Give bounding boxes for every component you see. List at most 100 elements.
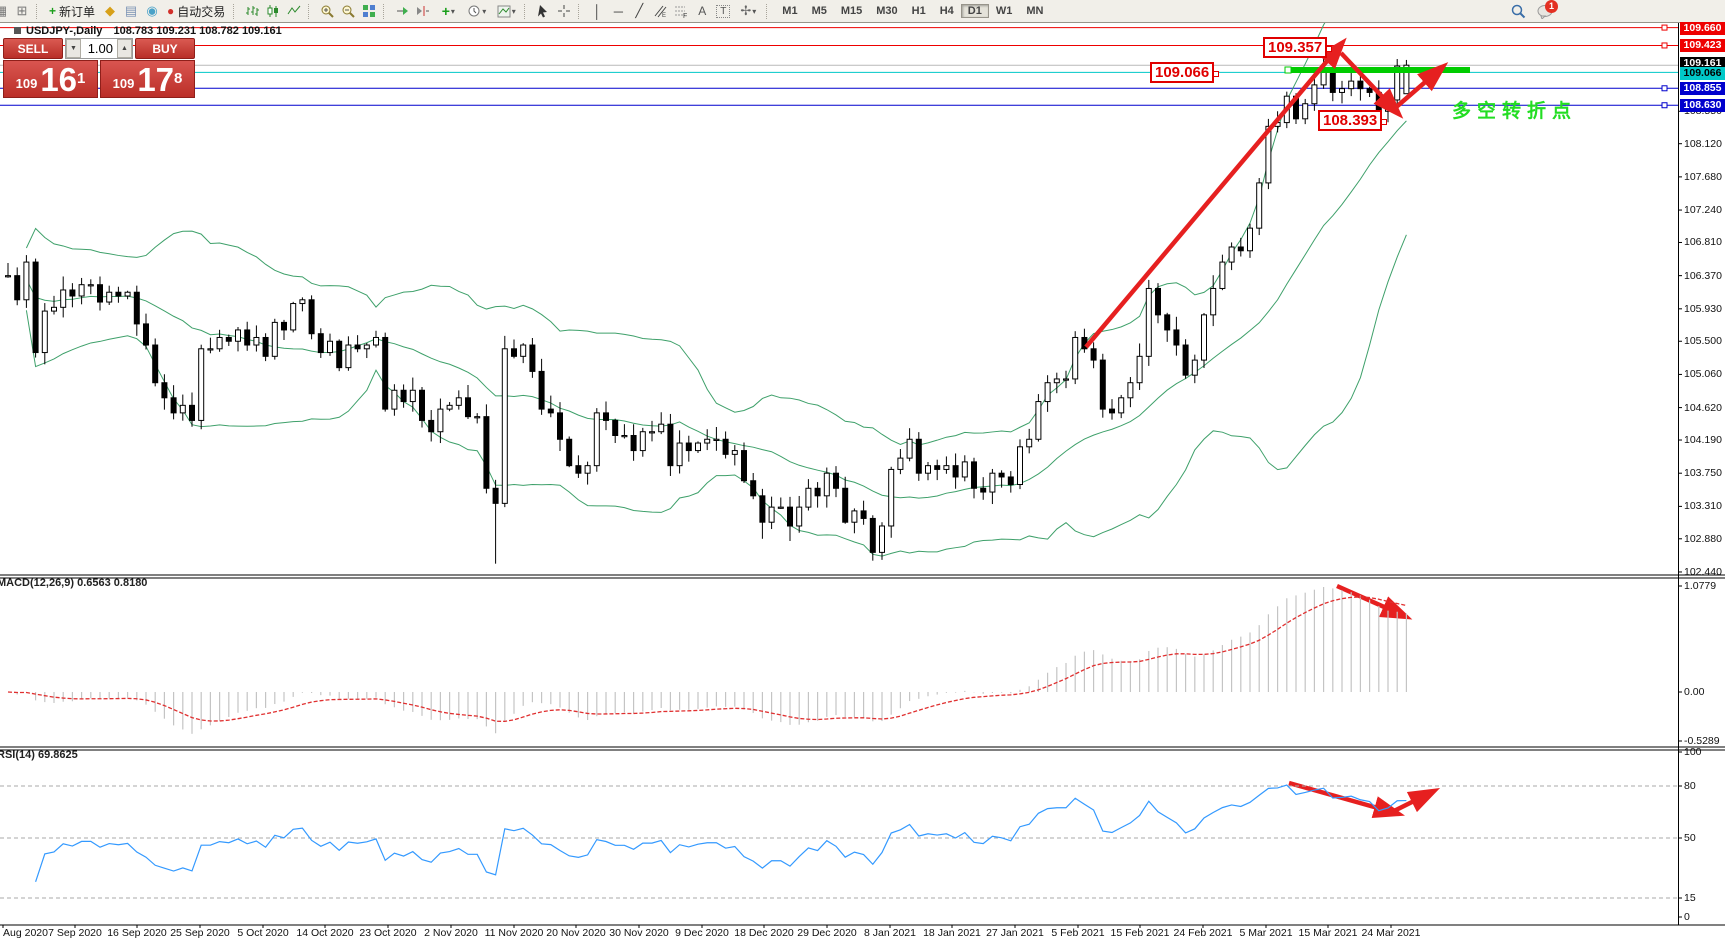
vertical-line-tool-icon[interactable]: │ [593,3,602,19]
channel-tool-icon[interactable]: E [650,2,670,20]
sell-price-tile[interactable]: 109 16 1 [3,60,98,98]
date-label: 5 Feb 2021 [1051,927,1105,939]
chart-title: USDJPY-,Daily 108.783 109.231 108.782 10… [14,25,282,37]
autotrading-label: 自动交易 [177,4,226,19]
macd-down-arrow[interactable] [1336,583,1413,620]
line-chart-icon[interactable] [284,2,304,20]
volume-stepper[interactable]: ▼ 1.00 ▲ [65,38,133,59]
rebound-up-arrow[interactable] [1392,62,1449,111]
timeframe-m30[interactable]: M30 [876,5,898,17]
rsi-up-arrow[interactable] [1390,787,1441,815]
zoom-in-icon[interactable] [317,2,337,20]
bb-lower [25,234,1407,557]
timeframe-h1[interactable]: H1 [911,5,926,17]
autotrading-button[interactable]: ● 自动交易 [163,2,229,20]
signals-icon[interactable]: ◉ [146,3,158,18]
candlestick-icon[interactable] [263,2,283,20]
tile-windows-icon[interactable] [359,2,379,20]
new-window-icon[interactable]: ⊞ [16,3,28,18]
text-label-tool-icon[interactable]: T [713,2,733,20]
buy-price-tile[interactable]: 109 17 8 [100,60,195,98]
new-order-button[interactable]: + 新订单 [45,2,99,20]
templates-icon[interactable]: ▾ [492,2,520,20]
timeframe-w1[interactable]: W1 [995,5,1013,17]
price-tick-label: 105.060 [1684,368,1722,381]
buy-button[interactable]: BUY [135,38,195,59]
price-annotation-109.357[interactable]: 109.357 [1263,37,1333,58]
timeframe-h4[interactable]: H4 [939,5,954,17]
annotation-handle[interactable] [1213,70,1220,77]
date-label: 15 Mar 2021 [1298,927,1358,939]
price-tick-label: 106.810 [1684,236,1722,249]
chart-window-icon[interactable]: ▦ [0,3,8,18]
sell-button[interactable]: SELL [3,38,63,59]
volume-value[interactable]: 1.00 [87,41,113,56]
toolbar: ▦ ⊞ + 新订单 ◆ ▤ ◉ ● 自动交易 + ▾ ▾ ▾ │ ─ ╱ [0,0,1725,23]
price-tag-109.066: 109.066 [1680,66,1725,80]
timeframe-d1[interactable]: D1 [960,4,989,18]
price-annotation-108.393[interactable]: 108.393 [1318,110,1388,131]
pullback-down-arrow[interactable] [1339,51,1404,119]
chat-icon[interactable]: 1 [1535,0,1558,20]
timeframe-m1[interactable]: M1 [782,5,798,17]
cursor-icon[interactable] [533,2,553,20]
crosshair-icon[interactable] [554,2,574,20]
volume-down-button[interactable]: ▼ [66,39,81,58]
price-annotation-109.066[interactable]: 109.066 [1150,62,1220,83]
timeframe-mn[interactable]: MN [1026,5,1044,17]
separator [383,3,388,19]
volume-up-button[interactable]: ▲ [117,39,132,58]
rsi-tick-label: 0 [1684,911,1690,923]
chart-profile-icon[interactable]: ▤ [124,3,138,18]
date-label: 24 Mar 2021 [1361,927,1421,939]
hline-handle[interactable] [1661,42,1668,49]
date-label: 9 Dec 2020 [675,927,729,939]
cjk-annotation[interactable]: 多空转折点 [1452,101,1578,122]
timeframe-m5[interactable]: M5 [811,5,827,17]
rally-up-arrow[interactable] [1084,37,1347,349]
rsi-indicator [0,784,1678,899]
notification-badge: 1 [1545,0,1558,13]
date-label: Aug 2020 [3,927,48,939]
metaeditor-icon[interactable]: ◆ [105,3,116,18]
macd-header: MACD(12,26,9) 0.6563 0.8180 [0,577,148,589]
date-label: 16 Sep 2020 [107,927,167,939]
autotrading-icon: ● [167,4,175,18]
zoom-out-icon[interactable] [338,2,358,20]
fibonacci-tool-icon[interactable]: F [671,2,691,20]
bb-upper [25,23,1326,446]
price-tick-label: 103.310 [1684,500,1722,513]
price-tick-label: 102.440 [1684,565,1722,578]
price-tag-108.630: 108.630 [1680,98,1725,112]
chart-title-icon [14,27,21,34]
hline-handle[interactable] [1661,24,1668,31]
annotation-handle[interactable] [1326,45,1333,52]
search-icon[interactable] [1508,2,1528,20]
symbol-period-label: USDJPY-,Daily [26,25,103,37]
hline-handle[interactable] [1661,85,1668,92]
horizontal-line-tool-icon[interactable]: ─ [613,3,623,19]
auto-scroll-icon[interactable] [392,2,412,20]
rsi-tick-label: 80 [1684,780,1696,792]
macd-tick-label: -0.5289 [1684,735,1720,747]
buy-price-sup: 8 [174,70,183,87]
buy-price-prefix: 109 [112,76,135,91]
text-tool-icon[interactable]: A [698,4,707,18]
green-line-handle[interactable] [1284,66,1292,74]
periods-icon[interactable]: ▾ [463,2,491,20]
timeframe-m15[interactable]: M15 [840,5,863,17]
chart-shift-icon[interactable] [413,2,433,20]
indicators-icon[interactable]: + ▾ [441,3,455,19]
annotation-handle[interactable] [1381,118,1388,125]
arrows-tool-icon[interactable]: ✢ ▾ [740,3,757,18]
trendline-tool-icon[interactable]: ╱ [635,3,644,18]
plus-icon: + [49,4,57,18]
hline-handle[interactable] [1661,102,1668,109]
date-label: 15 Feb 2021 [1110,927,1170,939]
date-label: 24 Feb 2021 [1173,927,1233,939]
price-tick-label: 108.120 [1684,137,1722,150]
horizontal-line-objects[interactable] [0,24,1678,109]
bar-chart-icon[interactable] [242,2,262,20]
